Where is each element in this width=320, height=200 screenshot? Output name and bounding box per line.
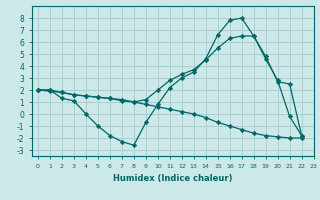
X-axis label: Humidex (Indice chaleur): Humidex (Indice chaleur) [113,174,233,183]
